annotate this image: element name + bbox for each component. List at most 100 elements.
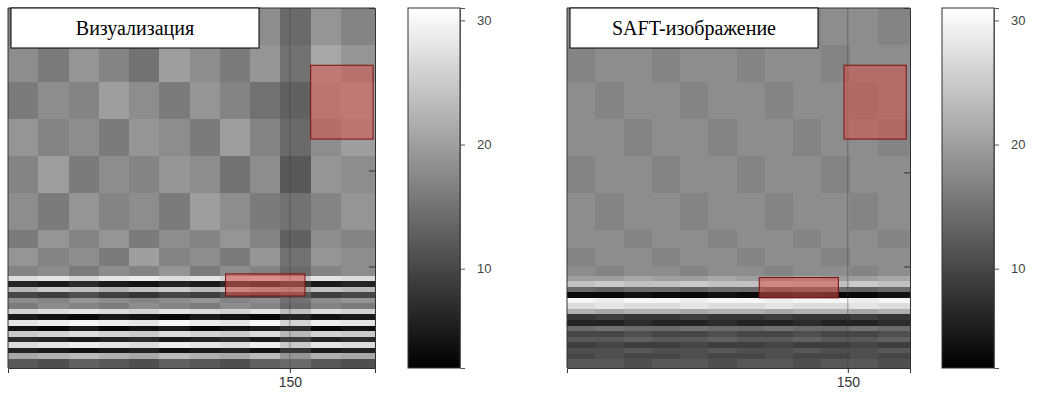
cell xyxy=(99,342,130,348)
cell xyxy=(850,359,879,368)
cell xyxy=(737,303,766,309)
cell xyxy=(99,82,130,120)
cell xyxy=(220,45,251,83)
cell xyxy=(737,342,766,348)
cell xyxy=(38,287,69,293)
x-axis: 150 xyxy=(9,368,376,390)
colorbar-axis: 102030 xyxy=(460,9,491,369)
cell xyxy=(190,156,221,194)
tick-mark xyxy=(290,368,291,373)
cell xyxy=(765,342,794,348)
cell xyxy=(765,337,794,343)
cell xyxy=(878,359,910,368)
tick-mark xyxy=(904,172,910,173)
cell xyxy=(793,303,822,309)
cell xyxy=(341,309,375,315)
cell xyxy=(708,348,737,354)
cell xyxy=(652,45,681,83)
cell xyxy=(250,326,281,332)
cell xyxy=(38,326,69,332)
cell xyxy=(99,287,130,293)
cell xyxy=(680,348,709,354)
cell xyxy=(159,337,190,343)
cell xyxy=(69,119,100,157)
cell xyxy=(129,326,160,332)
plot-area xyxy=(8,8,375,368)
cell xyxy=(567,230,596,249)
cell xyxy=(159,281,190,287)
cell xyxy=(850,287,879,293)
cell xyxy=(280,45,311,83)
cell xyxy=(652,193,681,231)
cell xyxy=(220,119,251,157)
cell xyxy=(850,326,879,332)
cell xyxy=(680,320,709,326)
cell xyxy=(567,292,596,298)
cell xyxy=(765,303,794,309)
cell xyxy=(69,266,100,276)
cell xyxy=(708,353,737,359)
cell xyxy=(311,248,342,267)
cell xyxy=(821,248,850,267)
cell xyxy=(129,287,160,293)
cell xyxy=(250,119,281,157)
cell xyxy=(680,82,709,120)
cell xyxy=(38,342,69,348)
x-axis: 150 xyxy=(568,368,911,390)
cell xyxy=(190,287,221,293)
cell xyxy=(8,348,39,354)
cell xyxy=(190,82,221,120)
cell xyxy=(341,276,375,282)
cell xyxy=(624,230,653,249)
cell xyxy=(311,156,342,194)
cell xyxy=(220,348,251,354)
cell xyxy=(99,230,130,249)
cell xyxy=(595,314,624,320)
cell xyxy=(821,309,850,315)
cell xyxy=(99,326,130,332)
cell xyxy=(765,266,794,276)
cell xyxy=(737,309,766,315)
cell xyxy=(793,331,822,337)
cell xyxy=(680,342,709,348)
cell xyxy=(311,276,342,282)
cell xyxy=(190,266,221,276)
cell xyxy=(793,342,822,348)
cell xyxy=(311,337,342,343)
cell xyxy=(737,337,766,343)
cell xyxy=(652,230,681,249)
cell xyxy=(38,331,69,337)
cell xyxy=(567,320,596,326)
cell xyxy=(129,303,160,309)
cell xyxy=(250,230,281,249)
cell xyxy=(793,82,822,120)
cell xyxy=(850,266,879,276)
cell xyxy=(220,320,251,326)
panel: 150Визуализация102030 xyxy=(8,8,491,390)
cell xyxy=(793,309,822,315)
cell xyxy=(250,314,281,320)
cell xyxy=(69,320,100,326)
cell xyxy=(190,303,221,309)
cell xyxy=(341,248,375,267)
cell xyxy=(567,342,596,348)
cell xyxy=(737,248,766,267)
cell xyxy=(129,314,160,320)
cell xyxy=(567,119,596,157)
cell xyxy=(624,348,653,354)
cell xyxy=(765,320,794,326)
cell xyxy=(220,193,251,231)
cell xyxy=(850,276,879,282)
cell xyxy=(680,266,709,276)
cell xyxy=(652,276,681,282)
cell xyxy=(737,320,766,326)
cell xyxy=(567,276,596,282)
cell xyxy=(341,359,375,368)
cell xyxy=(38,298,69,304)
cell xyxy=(341,292,375,298)
cell xyxy=(567,45,596,83)
cell xyxy=(595,342,624,348)
cell xyxy=(652,248,681,267)
cell xyxy=(69,314,100,320)
cell xyxy=(69,298,100,304)
